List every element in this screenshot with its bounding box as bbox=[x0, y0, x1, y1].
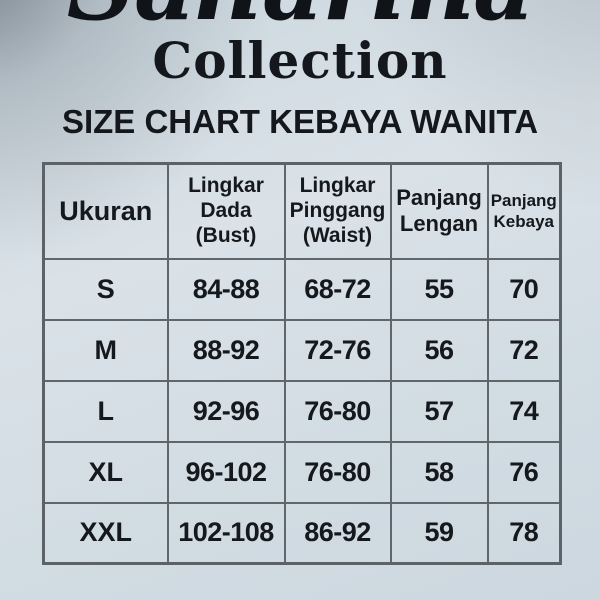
kebaya-length-value: 76 bbox=[486, 440, 562, 504]
col-header-label: Lingkar bbox=[299, 174, 376, 198]
col-header-lingkar-pinggang: Lingkar Pinggang (Waist) bbox=[283, 162, 392, 260]
bust-value: 96-102 bbox=[166, 440, 286, 504]
sleeve-length-value: 58 bbox=[389, 440, 489, 504]
col-header-lingkar-dada: Lingkar Dada (Bust) bbox=[166, 162, 286, 260]
table-row-xl: XL 96-102 76-80 58 76 bbox=[42, 440, 562, 504]
table-row-m: M 88-92 72-76 56 72 bbox=[42, 318, 562, 382]
page-title: SIZE CHART KEBAYA WANITA bbox=[61, 103, 539, 140]
sleeve-length-value: 59 bbox=[389, 501, 489, 565]
col-header-label: Dada bbox=[200, 198, 252, 222]
bust-value: 92-96 bbox=[166, 379, 286, 443]
bust-value: 84-88 bbox=[166, 257, 286, 321]
waist-value: 72-76 bbox=[283, 318, 392, 382]
bust-value: 102-108 bbox=[166, 501, 286, 565]
col-header-panjang-kebaya: Panjang Kebaya bbox=[486, 162, 562, 260]
kebaya-length-value: 78 bbox=[486, 501, 562, 565]
header-row: Ukuran Lingkar Dada (Bust) Lingkar Pingg… bbox=[42, 162, 562, 260]
col-header-label: Pinggang bbox=[289, 198, 386, 222]
kebaya-length-value: 72 bbox=[486, 318, 562, 382]
brand-name: Saharina bbox=[0, 0, 600, 34]
size-chart-table: Ukuran Lingkar Dada (Bust) Lingkar Pingg… bbox=[42, 162, 562, 565]
bust-value: 88-92 bbox=[166, 318, 286, 382]
sleeve-length-value: 55 bbox=[389, 257, 489, 321]
size-label: XXL bbox=[42, 501, 169, 565]
col-header-label: Lingkar bbox=[188, 174, 264, 198]
table-row-xxl: XXL 102-108 86-92 59 78 bbox=[42, 501, 562, 565]
size-label: XL bbox=[42, 440, 169, 504]
col-header-label: Panjang bbox=[490, 191, 557, 210]
col-header-label: Lengan bbox=[399, 211, 479, 237]
col-header-ukuran: Ukuran bbox=[42, 162, 169, 260]
col-header-label: Ukuran bbox=[59, 195, 153, 226]
size-label: M bbox=[42, 318, 169, 382]
size-label: S bbox=[42, 257, 169, 321]
kebaya-length-value: 74 bbox=[486, 379, 562, 443]
waist-value: 76-80 bbox=[283, 440, 392, 504]
col-header-label: (Waist) bbox=[302, 223, 373, 247]
col-header-label: Panjang bbox=[396, 184, 482, 210]
table-row-l: L 92-96 76-80 57 74 bbox=[42, 379, 562, 443]
sleeve-length-value: 57 bbox=[389, 379, 489, 443]
sleeve-length-value: 56 bbox=[389, 318, 489, 382]
table-row-s: S 84-88 68-72 55 70 bbox=[42, 257, 562, 321]
waist-value: 86-92 bbox=[283, 501, 392, 565]
waist-value: 76-80 bbox=[283, 379, 392, 443]
size-label: L bbox=[42, 379, 169, 443]
waist-value: 68-72 bbox=[283, 257, 392, 321]
kebaya-length-value: 70 bbox=[486, 257, 562, 321]
col-header-label: (Bust) bbox=[195, 223, 257, 247]
brand-collection: Collection bbox=[152, 31, 448, 90]
col-header-panjang-lengan: Panjang Lengan bbox=[389, 162, 489, 260]
col-header-label: Kebaya bbox=[493, 212, 554, 232]
